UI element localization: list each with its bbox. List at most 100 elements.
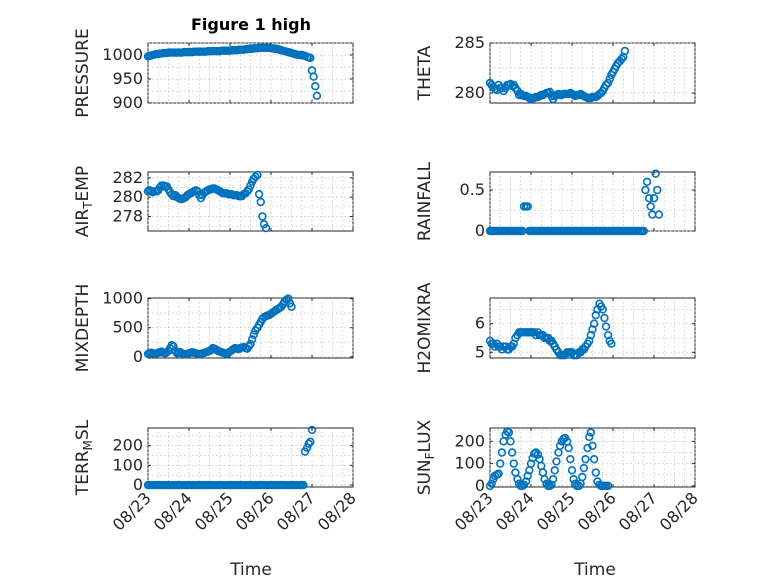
data-point xyxy=(578,472,587,482)
data-point xyxy=(583,443,592,453)
data-point xyxy=(284,294,293,303)
data-point xyxy=(589,454,599,464)
data-point xyxy=(603,78,613,88)
data-point xyxy=(256,197,265,207)
y-axis-label-tail: LUX xyxy=(415,419,435,452)
y-tick-label: 100 xyxy=(112,455,143,474)
y-axis-label-tail: EMP xyxy=(73,166,93,202)
data-point xyxy=(649,194,659,203)
data-point xyxy=(585,432,594,442)
data-point xyxy=(601,80,611,90)
data-point xyxy=(306,53,315,63)
y-tick-label: 1000 xyxy=(102,45,143,64)
y-tick-label: 278 xyxy=(112,206,143,225)
x-tick-label: 08/28 xyxy=(314,488,360,534)
data-point xyxy=(521,477,531,486)
data-point xyxy=(591,468,600,477)
data-point xyxy=(651,169,660,178)
data-point xyxy=(523,202,532,211)
y-tick-label: 0 xyxy=(133,347,143,366)
data-point xyxy=(246,339,255,349)
y-tick-label: 900 xyxy=(112,93,143,112)
y-tick-label: 0 xyxy=(475,221,485,240)
data-point xyxy=(513,475,522,484)
x-tick-label: 08/24 xyxy=(492,488,538,534)
data-point xyxy=(494,469,503,478)
y-tick-label: 500 xyxy=(112,318,143,337)
y-tick-label: 950 xyxy=(112,69,143,88)
y-tick-label: 282 xyxy=(112,168,143,187)
data-point xyxy=(509,459,518,468)
y-tick-label: 280 xyxy=(454,83,485,102)
data-point xyxy=(504,428,514,437)
data-point xyxy=(588,441,597,451)
data-point xyxy=(589,319,599,328)
x-tick-label: 08/27 xyxy=(615,488,661,534)
subplot-pressure: 900 950 1000 PRESSURE xyxy=(73,28,354,118)
y-axis-label-main: H2OMIXRA xyxy=(415,282,435,373)
y-axis-label: SUNFLUX xyxy=(415,419,437,495)
y-tick-label: 200 xyxy=(112,436,143,455)
data-point xyxy=(548,475,558,484)
y-axis-label: THETA xyxy=(415,45,435,101)
y-tick-label: 280 xyxy=(112,187,143,206)
data-point xyxy=(506,437,515,446)
y-axis-label: RAINFALL xyxy=(415,161,435,241)
data-point xyxy=(526,459,536,468)
data-point xyxy=(244,185,254,194)
y-axis-label: MIXDEPTH xyxy=(73,284,93,373)
x-tick-label: 08/25 xyxy=(533,488,579,534)
data-point xyxy=(581,454,590,464)
data-point xyxy=(246,181,255,190)
data-point xyxy=(607,339,616,348)
data-point xyxy=(564,443,573,453)
data-point xyxy=(545,87,555,97)
y-axis-label-subscript: T xyxy=(81,201,95,210)
subplot-rainfall: 0 0.5 RAINFALL xyxy=(415,161,696,241)
x-tick-label: 08/28 xyxy=(656,488,702,534)
x-axis-label-left: Time xyxy=(229,560,272,580)
data-point xyxy=(251,172,260,182)
data-point xyxy=(487,479,496,488)
y-axis-label: TERRMSL xyxy=(73,419,95,496)
data-point xyxy=(311,81,320,91)
data-point xyxy=(523,471,532,481)
x-tick-label: 08/26 xyxy=(574,488,620,534)
data-point xyxy=(601,322,611,331)
x-tick-label: 08/25 xyxy=(191,488,237,534)
data-point xyxy=(642,177,652,187)
data-point xyxy=(304,439,313,448)
data-point xyxy=(258,212,267,221)
y-tick-label: 1000 xyxy=(102,289,143,308)
data-point xyxy=(253,170,262,180)
y-axis-label-main: TERR xyxy=(73,450,93,496)
data-point xyxy=(254,190,264,199)
x-tick-label: 08/27 xyxy=(273,488,319,534)
y-axis-label-main: PRESSURE xyxy=(73,28,93,117)
data-point xyxy=(307,425,317,435)
y-axis-label-tail: SL xyxy=(73,419,93,440)
x-tick-label: 08/23 xyxy=(451,488,497,534)
data-point xyxy=(620,46,630,56)
data-point xyxy=(569,475,578,484)
data-point xyxy=(555,441,565,451)
data-point xyxy=(547,480,556,489)
plot-area xyxy=(489,297,696,359)
subplot-h2omixra: 5 6 H2OMIXRA xyxy=(415,282,696,374)
y-tick-label: 0 xyxy=(133,475,143,494)
data-point xyxy=(600,313,609,323)
data-point xyxy=(169,342,178,351)
y-tick-label: 0 xyxy=(475,476,485,495)
y-axis-label-main: AIR xyxy=(73,209,93,238)
x-tick-label: 08/23 xyxy=(109,488,155,534)
y-axis-label-subscript: M xyxy=(81,440,95,450)
y-tick-label: 200 xyxy=(454,431,485,450)
data-point xyxy=(299,480,308,490)
data-point xyxy=(550,466,559,475)
y-axis-label: PRESSURE xyxy=(73,28,93,117)
data-point xyxy=(312,91,322,101)
data-point xyxy=(309,72,318,81)
